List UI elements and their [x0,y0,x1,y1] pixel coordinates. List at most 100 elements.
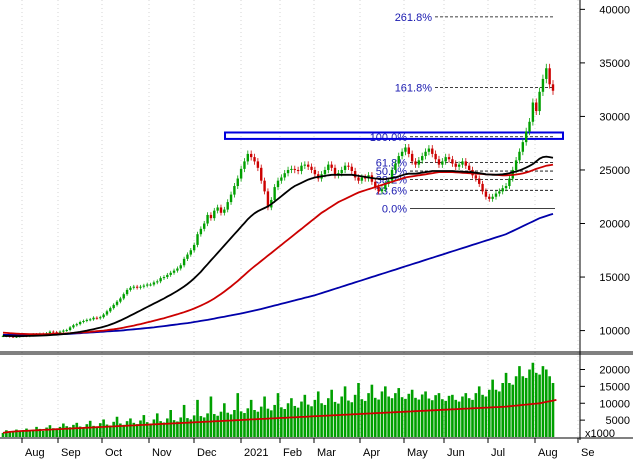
volume-bar-135 [454,399,458,437]
volume-bar-24 [82,427,85,437]
fib-label-0: 261.8% [395,12,433,24]
time-tick-label-4: Dec [197,447,217,459]
candle-body-133 [447,157,451,160]
volume-bar-97 [327,398,330,437]
candle-body-151 [508,178,511,187]
candle-body-96 [323,169,327,175]
volume-bar-139 [467,398,471,437]
volume-bar-143 [481,394,484,437]
volume-bar-110 [370,384,374,437]
volume-bar-155 [521,376,525,437]
candle-body-76 [256,161,260,168]
volume-bar-108 [363,400,367,437]
volume-bar-164 [551,383,555,437]
volume-bar-85 [286,403,290,437]
volume-bar-160 [538,374,541,437]
time-tick-label-7: Mar [317,447,336,459]
candle-body-118 [397,156,400,164]
candle-body-132 [444,157,447,162]
volume-bar-65 [219,411,223,437]
volume-bar-56 [189,419,193,437]
candle-body-21 [72,325,75,328]
candle-body-84 [283,173,286,178]
volume-tick-label-2: 15000 [599,381,630,393]
volume-bar-31 [105,424,109,437]
candle-body-129 [434,153,437,160]
candle-body-41 [139,286,142,288]
volume-bar-79 [266,408,270,437]
candle-body-97 [327,164,330,170]
candle-body-148 [498,191,501,194]
volume-bar-132 [444,400,447,437]
candle-body-105 [353,171,357,178]
candle-body-19 [65,330,68,332]
volume-bar-117 [394,393,397,437]
volume-bar-98 [330,389,333,437]
candle-body-158 [531,102,535,122]
volume-bar-76 [256,411,260,437]
candle-body-135 [454,163,457,167]
volume-bar-30 [102,419,105,437]
candle-body-103 [347,165,350,167]
volume-bar-133 [447,395,451,437]
volume-bar-137 [461,396,464,437]
volume-bar-44 [149,423,152,437]
candle-body-116 [390,169,394,181]
time-tick-label-1: Sep [61,447,81,459]
candle-body-108 [363,177,367,179]
candle-body-33 [112,304,115,309]
volume-bar-70 [236,393,240,437]
candle-body-23 [78,322,82,325]
volume-bar-157 [528,369,531,437]
time-tick-label-5: 2021 [244,447,268,459]
volume-bar-96 [323,404,327,437]
volume-bar-0 [1,432,5,437]
price-tick-label-1: 15000 [599,272,630,284]
volume-bar-82 [276,393,280,437]
volume-tick-label-3: 20000 [599,365,630,377]
volume-bar-113 [380,391,384,437]
volume-bar-60 [202,417,206,437]
candle-body-78 [263,180,266,192]
volume-bar-152 [511,384,515,437]
candle-body-83 [280,177,283,181]
volume-bar-105 [353,394,357,437]
time-tick-label-3: Nov [152,447,172,459]
volume-bar-80 [269,410,273,437]
candle-body-117 [394,163,397,170]
volume-bar-58 [196,399,199,437]
volume-bar-114 [384,386,387,437]
volume-bar-22 [75,422,79,437]
volume-bar-103 [347,400,350,437]
volume-bar-77 [259,406,263,437]
volume-bar-47 [159,421,162,437]
volume-bar-134 [451,394,454,437]
candle-body-68 [229,194,233,203]
candle-body-139 [467,165,471,170]
fib-label-2: 100.0% [370,132,408,144]
volume-tick-label-0: 5000 [606,415,630,427]
volume-bar-154 [518,366,521,437]
candle-body-65 [219,207,223,213]
candle-body-24 [82,320,85,323]
volume-bar-55 [186,418,189,437]
candle-body-63 [213,210,216,219]
candle-body-114 [384,183,387,190]
volume-bar-69 [233,410,236,437]
candle-body-123 [414,161,417,165]
volume-bar-92 [310,406,313,437]
candle-body-72 [243,161,246,169]
candle-body-26 [88,319,92,321]
candle-body-136 [457,164,461,167]
volume-bar-131 [441,399,444,437]
candle-body-67 [226,202,229,210]
volume-bar-146 [491,379,494,437]
candle-body-86 [290,168,293,170]
volume-unit-label: x1000 [585,428,615,440]
price-tick-label-5: 35000 [599,58,630,70]
candle-body-42 [142,285,146,287]
candle-body-112 [377,187,380,192]
candle-body-51 [172,270,176,273]
candle-body-87 [293,168,296,170]
volume-bar-26 [88,420,92,437]
